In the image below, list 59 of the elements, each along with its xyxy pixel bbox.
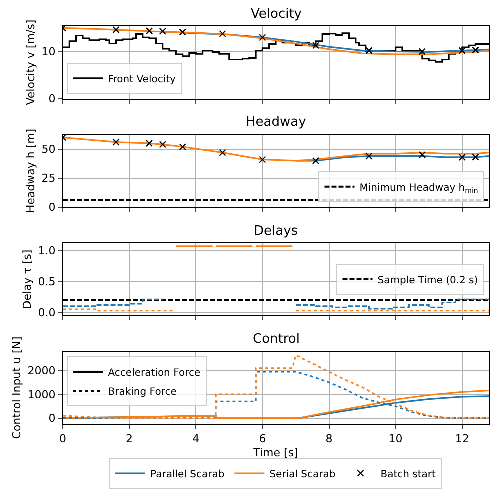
- point: [179, 28, 186, 36]
- legend-label: Front Velocity: [108, 74, 176, 86]
- point: [458, 154, 466, 162]
- chart-title: Control: [253, 332, 300, 347]
- y-axis-title: Delay τ [s]: [20, 250, 34, 310]
- legend-label: Sample Time (0.2 s): [378, 275, 478, 286]
- point: [458, 47, 466, 54]
- x-tick-label: 12: [455, 432, 470, 446]
- y-tick-label: 25: [42, 172, 56, 186]
- point: [418, 48, 426, 56]
- legend-label: Braking Force: [108, 387, 177, 398]
- y-tick-label: 50: [42, 143, 56, 156]
- y-tick-label: 1.0: [38, 244, 56, 258]
- point: [366, 47, 373, 54]
- chart-title: Headway: [246, 115, 307, 130]
- point: [312, 157, 320, 165]
- point: [366, 152, 373, 160]
- point: [259, 34, 266, 42]
- y-axis-title: Velocity v [m/s]: [24, 20, 38, 106]
- legend-label: Batch start: [380, 469, 436, 480]
- x-tick-label: 10: [388, 432, 403, 446]
- legend-label: Serial Scarab: [270, 469, 336, 480]
- point: [472, 46, 480, 54]
- chart-title: Delays: [254, 224, 298, 239]
- y-tick-label: 0: [48, 412, 56, 426]
- point: [219, 149, 226, 156]
- y-tick-label: 2000: [28, 364, 56, 378]
- legend-label: Acceleration Force: [108, 368, 201, 380]
- legend-label: Parallel Scarab: [150, 469, 225, 480]
- y-tick-label: 0: [48, 92, 56, 106]
- x-axis-title: Time [s]: [252, 446, 298, 460]
- y-axis-title: Headway h [m]: [24, 128, 38, 214]
- y-tick-label: 0.0: [38, 306, 56, 320]
- point: [219, 30, 226, 38]
- point: [472, 154, 480, 162]
- chart-title: Velocity: [251, 7, 302, 22]
- line-series: [63, 136, 489, 162]
- line-series: [63, 27, 489, 56]
- point: [312, 42, 320, 50]
- point: [112, 138, 120, 146]
- x-tick-label: 6: [259, 432, 266, 446]
- point: [159, 141, 166, 148]
- legend-label: Minimum Headway h$_{min}$: [360, 182, 478, 195]
- y-tick-label: 10: [42, 46, 56, 59]
- x-tick-label: 4: [192, 432, 200, 446]
- point: [146, 140, 154, 148]
- y-tick-label: 1000: [28, 388, 56, 402]
- point: [179, 143, 186, 151]
- x-tick-label: 2: [126, 432, 134, 446]
- point: [112, 26, 120, 34]
- y-tick-label: 0.5: [38, 276, 56, 289]
- point: [159, 28, 166, 36]
- point: [259, 156, 266, 164]
- point: [146, 27, 154, 35]
- y-tick-label: 0: [48, 201, 56, 214]
- x-tick-label: 0: [60, 432, 66, 446]
- y-axis-title: Control Input u [N]: [10, 336, 24, 440]
- x-tick-label: 8: [326, 432, 333, 446]
- point: [418, 152, 426, 159]
